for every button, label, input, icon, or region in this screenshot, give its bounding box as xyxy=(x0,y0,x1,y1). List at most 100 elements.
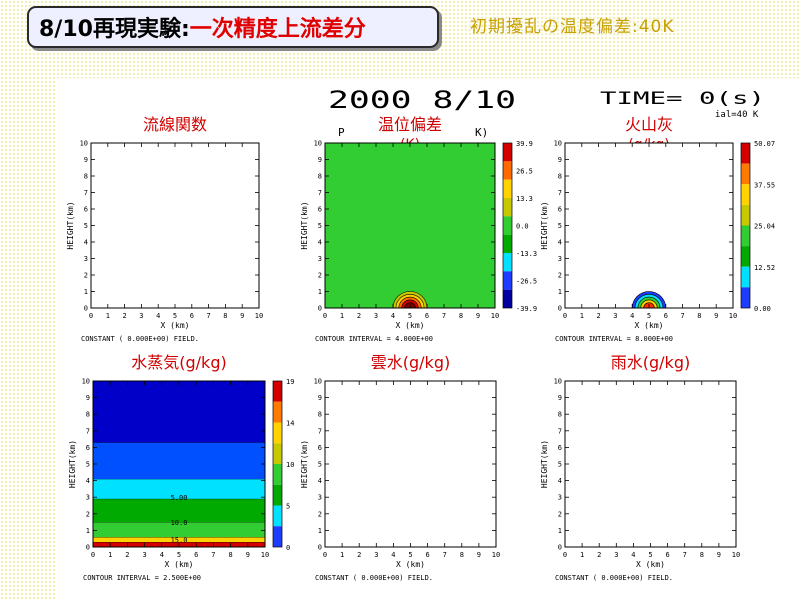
y-tick-label: 6 xyxy=(86,444,90,452)
colorbar-label: 39.9 xyxy=(516,140,533,148)
y-tick-label: 1 xyxy=(318,288,322,296)
x-tick-label: 1 xyxy=(340,551,344,559)
y-tick-label: 6 xyxy=(558,206,562,214)
field-layer-5 xyxy=(93,478,265,499)
y-tick-label: 0 xyxy=(86,544,90,552)
slide-title-box: 8/10再現実験: 一次精度上流差分 xyxy=(27,6,439,48)
plot-area xyxy=(565,143,733,308)
colorbar-label: 12.52 xyxy=(754,264,775,272)
x-tick-label: 5 xyxy=(408,551,412,559)
x-tick-label: 7 xyxy=(680,312,684,320)
contour-label: 5.00 xyxy=(171,494,188,502)
colorbar-segment xyxy=(503,143,512,162)
colorbar-segment xyxy=(273,381,282,402)
colorbar-segment xyxy=(741,225,750,247)
x-tick-label: 0 xyxy=(89,312,93,320)
y-tick-label: 8 xyxy=(558,173,562,181)
colorbar-segment xyxy=(273,484,282,506)
y-tick-label: 6 xyxy=(318,444,322,452)
field-layer-7 xyxy=(93,381,265,443)
x-tick-label: 7 xyxy=(443,551,447,559)
colorbar-segment xyxy=(273,526,282,547)
y-tick-label: 1 xyxy=(558,288,562,296)
y-tick-label: 3 xyxy=(84,255,88,263)
x-tick-label: 0 xyxy=(323,312,327,320)
y-tick-label: 4 xyxy=(558,477,562,485)
x-tick-label: 5 xyxy=(408,312,412,320)
y-tick-label: 7 xyxy=(558,427,562,435)
x-tick-label: 8 xyxy=(228,551,232,559)
x-tick-label: 3 xyxy=(139,312,143,320)
x-tick-label: 1 xyxy=(108,551,112,559)
y-axis-label: HEIGHT(km) xyxy=(540,440,549,488)
panel-title: 雨水(g/kg) xyxy=(611,353,690,372)
colorbar-segment xyxy=(741,266,750,288)
x-tick-label: 6 xyxy=(425,551,429,559)
x-axis-label: X (km) xyxy=(161,321,190,330)
x-tick-label: 6 xyxy=(194,551,198,559)
colorbar-frame xyxy=(272,380,283,548)
colorbar-segment xyxy=(741,143,750,164)
colorbar-frame xyxy=(740,142,751,309)
y-tick-label: 6 xyxy=(84,206,88,214)
y-tick-label: 8 xyxy=(318,173,322,181)
x-tick-label: 9 xyxy=(717,551,721,559)
x-tick-label: 2 xyxy=(596,312,600,320)
x-tick-label: 1 xyxy=(340,312,344,320)
x-tick-label: 2 xyxy=(357,551,361,559)
x-tick-label: 2 xyxy=(122,312,126,320)
field-layer-3 xyxy=(93,522,265,538)
x-tick-label: 10 xyxy=(492,551,500,559)
chart-panel-4: 水蒸気(g/kg) 15.0 10.0 5.00 0 1 2 3 4 5 6 7 8 9 10 0 1 2 3 4 5 6… xyxy=(68,353,294,582)
x-tick-label: 10 xyxy=(729,312,737,320)
y-tick-label: 0 xyxy=(84,305,88,313)
y-tick-label: 9 xyxy=(558,394,562,402)
colorbar-segment xyxy=(273,443,282,464)
y-tick-label: 9 xyxy=(86,394,90,402)
y-tick-label: 4 xyxy=(86,477,90,485)
y-tick-label: 9 xyxy=(318,394,322,402)
x-tick-label: 4 xyxy=(160,551,164,559)
x-tick-label: 5 xyxy=(173,312,177,320)
y-tick-label: 2 xyxy=(558,510,562,518)
y-tick-label: 3 xyxy=(318,255,322,263)
x-tick-label: 9 xyxy=(714,312,718,320)
y-tick-label: 4 xyxy=(318,239,322,247)
y-tick-label: 3 xyxy=(318,494,322,502)
colorbar-segment xyxy=(503,234,512,253)
figure-note: ial=40 K xyxy=(715,110,759,120)
x-tick-label: 8 xyxy=(697,312,701,320)
colorbar-segment xyxy=(503,198,512,217)
x-tick-label: 3 xyxy=(142,551,146,559)
colorbar-segment xyxy=(273,401,282,423)
x-tick-label: 10 xyxy=(732,551,740,559)
y-tick-label: 2 xyxy=(84,272,88,280)
colorbar-segment xyxy=(503,271,512,290)
y-tick-label: 8 xyxy=(86,411,90,419)
y-tick-label: 5 xyxy=(318,222,322,230)
x-axis-label: X (km) xyxy=(396,560,425,569)
x-tick-label: 4 xyxy=(391,551,395,559)
y-tick-label: 2 xyxy=(86,510,90,518)
y-tick-label: 1 xyxy=(558,527,562,535)
colorbar-label: 25.04 xyxy=(754,223,775,231)
y-tick-label: 2 xyxy=(318,272,322,280)
x-tick-label: 5 xyxy=(177,551,181,559)
plot-area xyxy=(325,143,495,308)
x-tick-label: 3 xyxy=(374,551,378,559)
y-axis-label: HEIGHT(km) xyxy=(68,440,77,488)
y-tick-label: 9 xyxy=(558,156,562,164)
x-tick-label: 7 xyxy=(442,312,446,320)
y-tick-label: 5 xyxy=(558,222,562,230)
x-tick-label: 4 xyxy=(631,551,635,559)
colorbar-segment xyxy=(741,184,750,205)
x-axis-label: X (km) xyxy=(635,321,664,330)
x-tick-label: 8 xyxy=(459,312,463,320)
colorbar-label: 5 xyxy=(286,503,290,511)
figure-date: 2000 8/10 xyxy=(328,86,516,114)
field-layer-6 xyxy=(93,442,265,479)
y-tick-label: 6 xyxy=(318,206,322,214)
x-tick-label: 4 xyxy=(156,312,160,320)
x-tick-label: 9 xyxy=(240,312,244,320)
